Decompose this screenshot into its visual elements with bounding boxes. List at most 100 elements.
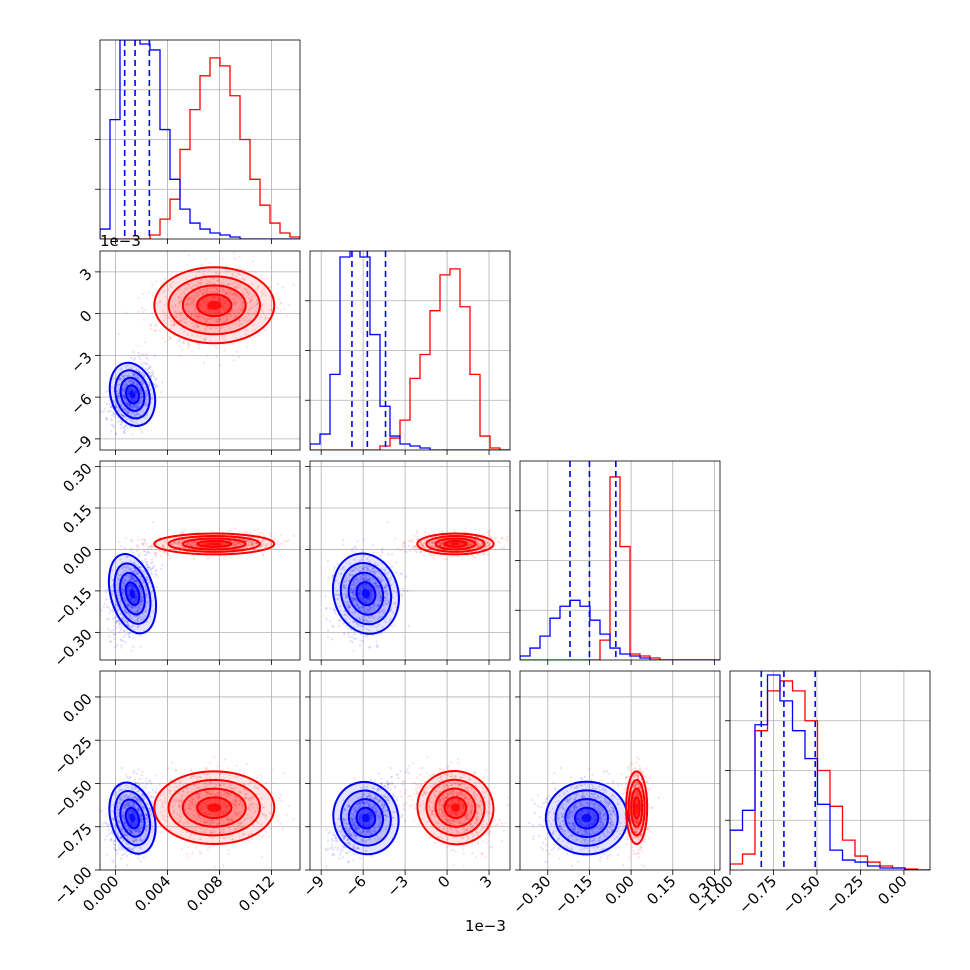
sample-point	[217, 299, 221, 303]
red-contour	[153, 532, 276, 556]
sample-point	[217, 311, 220, 314]
sample-point	[111, 414, 114, 417]
sample-point	[119, 379, 122, 382]
sample-point	[127, 367, 130, 370]
sample-point	[119, 612, 122, 615]
sample-point	[242, 301, 245, 304]
sample-point	[141, 538, 144, 541]
sample-point	[415, 532, 418, 535]
sample-point	[115, 620, 118, 623]
sample-point	[122, 588, 125, 592]
sample-point	[149, 568, 153, 571]
sample-point	[219, 299, 222, 302]
sample-point	[156, 385, 159, 388]
sample-point	[238, 321, 241, 324]
sample-point	[209, 295, 212, 298]
sample-point	[232, 302, 235, 306]
sample-point	[117, 399, 121, 402]
sample-point	[237, 295, 241, 298]
sample-point	[281, 542, 284, 545]
sample-point	[118, 397, 121, 400]
sample-point	[145, 543, 148, 546]
sample-point	[133, 388, 136, 391]
sample-point	[247, 319, 250, 322]
sample-point	[144, 587, 147, 590]
sample-point	[183, 320, 186, 324]
sample-point	[130, 540, 133, 543]
sample-point	[197, 315, 200, 318]
sample-point	[141, 380, 144, 383]
sample-point	[253, 304, 256, 308]
sample-point	[496, 540, 499, 543]
sample-point	[245, 320, 248, 324]
sample-point	[115, 627, 118, 630]
sample-point	[112, 616, 116, 619]
sample-point	[131, 587, 134, 590]
sample-point	[115, 619, 118, 622]
sample-point	[213, 312, 216, 315]
sample-point	[118, 377, 122, 380]
sample-point	[214, 345, 217, 348]
sample-point	[209, 339, 212, 342]
sample-point	[134, 373, 137, 376]
sample-point	[134, 390, 137, 393]
sample-point	[195, 295, 198, 298]
sample-point	[234, 301, 238, 304]
sample-point	[169, 336, 172, 339]
sample-point	[132, 571, 135, 574]
sample-point	[421, 545, 424, 548]
sample-point	[117, 591, 120, 594]
y-tick-label: 0.00	[59, 542, 95, 578]
sample-point	[197, 315, 200, 318]
sample-point	[193, 322, 197, 325]
sample-point	[326, 559, 330, 562]
sample-point	[132, 600, 135, 603]
sample-point	[261, 543, 264, 546]
sample-point	[186, 302, 189, 305]
sample-point	[245, 539, 248, 542]
sample-point	[129, 606, 132, 609]
hist-panel-2	[520, 461, 720, 660]
sample-point	[151, 545, 154, 548]
sample-point	[232, 541, 235, 544]
sample-point	[481, 553, 484, 556]
sample-point	[154, 329, 157, 332]
sample-point	[138, 587, 141, 590]
sample-point	[149, 568, 152, 571]
sample-point	[421, 544, 424, 547]
sample-point	[204, 317, 207, 320]
sample-point	[151, 610, 155, 613]
sample-point	[169, 547, 172, 551]
sample-point	[109, 418, 112, 421]
sample-point	[219, 326, 222, 330]
sample-point	[117, 588, 120, 592]
sample-point	[145, 367, 148, 370]
sample-point	[185, 310, 188, 313]
sample-point	[136, 608, 140, 611]
sample-point	[287, 539, 290, 542]
sample-point	[146, 576, 149, 579]
sample-point	[141, 580, 144, 583]
sample-point	[167, 551, 170, 554]
sample-point	[270, 542, 273, 546]
sample-point	[131, 398, 134, 401]
sample-point	[249, 540, 252, 543]
sample-point	[500, 536, 504, 539]
sample-point	[130, 574, 133, 578]
sample-point	[123, 376, 126, 379]
sample-point	[144, 416, 147, 420]
sample-point	[228, 269, 231, 273]
sample-point	[246, 544, 249, 548]
sample-point	[488, 544, 491, 547]
sample-point	[206, 280, 209, 283]
sample-point	[430, 553, 433, 557]
sample-point	[221, 257, 224, 260]
sample-point	[125, 611, 128, 615]
sample-point	[188, 297, 191, 300]
sample-point	[403, 540, 406, 543]
sample-point	[179, 539, 182, 542]
sample-point	[433, 546, 436, 549]
sample-point	[125, 569, 128, 572]
sample-point	[121, 394, 125, 397]
sample-point	[125, 409, 128, 412]
